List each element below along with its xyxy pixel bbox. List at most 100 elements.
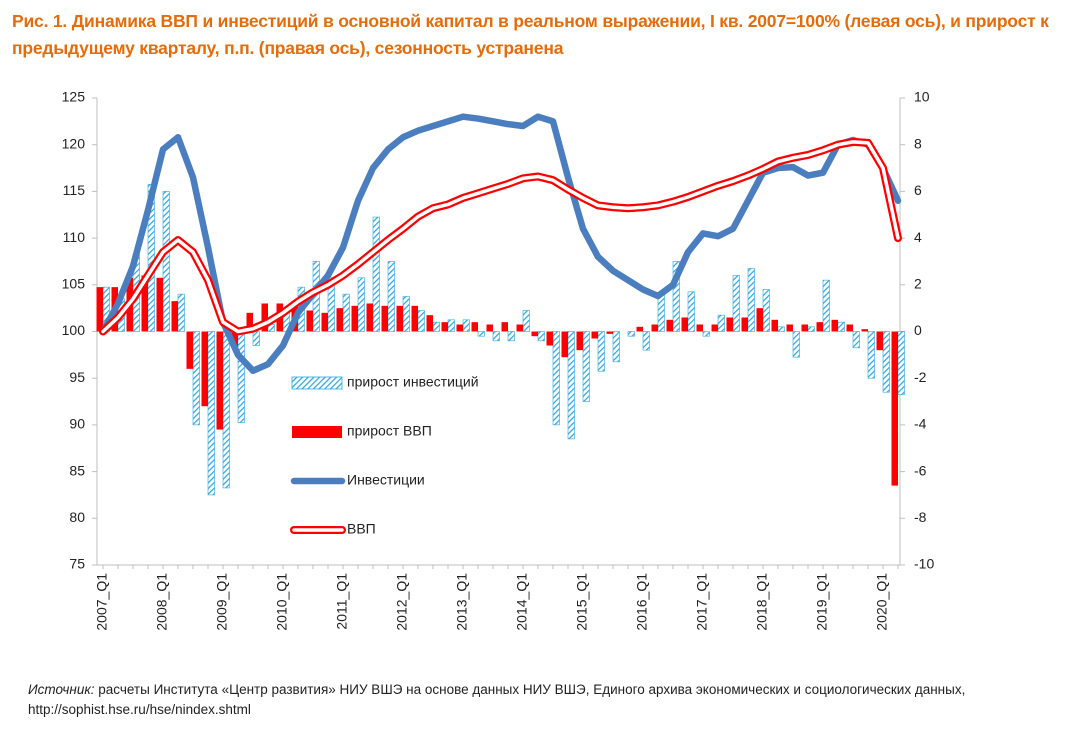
y2-tick-label: 8 bbox=[914, 135, 922, 151]
bar bbox=[771, 319, 778, 332]
x-tick-label: 2008_Q1 bbox=[154, 573, 170, 631]
bar bbox=[882, 331, 890, 393]
bar bbox=[561, 331, 568, 358]
x-tick-label: 2016_Q1 bbox=[634, 573, 650, 631]
bar bbox=[396, 305, 403, 332]
bar bbox=[732, 275, 740, 332]
bar bbox=[387, 261, 395, 332]
bar bbox=[351, 305, 358, 332]
y2-tick-label: 0 bbox=[914, 322, 922, 338]
bar bbox=[426, 315, 433, 332]
x-tick-label: 2013_Q1 bbox=[454, 573, 470, 631]
x-tick-label: 2007_Q1 bbox=[94, 573, 110, 631]
bar bbox=[657, 293, 665, 332]
bar bbox=[477, 331, 485, 337]
bar bbox=[786, 324, 793, 332]
bar bbox=[222, 331, 230, 489]
legend-label: Инвестиции bbox=[347, 472, 425, 488]
bar bbox=[456, 324, 463, 332]
bar bbox=[831, 319, 838, 332]
x-tick-label: 2014_Q1 bbox=[514, 573, 530, 631]
bar bbox=[336, 308, 343, 332]
y-tick-label: 125 bbox=[62, 89, 86, 105]
chart: 75 80 85 90 95 100 105 110 115 120 125 -10 -8 -6 -4 -2 0… bbox=[62, 89, 935, 631]
source-note: Источник: расчеты Института «Центр разви… bbox=[28, 680, 1028, 720]
bar bbox=[837, 321, 845, 332]
x-tick-label: 2020_Q1 bbox=[874, 573, 890, 631]
bar bbox=[597, 331, 605, 372]
bar bbox=[522, 310, 530, 332]
legend-label: ВВП bbox=[347, 521, 376, 537]
bar bbox=[366, 303, 373, 332]
bar bbox=[861, 329, 868, 332]
bar bbox=[507, 331, 515, 342]
bar bbox=[777, 326, 785, 332]
x-tick-label: 2018_Q1 bbox=[754, 573, 770, 631]
source-text: расчеты Института «Центр развития» НИУ В… bbox=[28, 682, 966, 717]
bar bbox=[726, 317, 733, 332]
bar bbox=[822, 279, 830, 332]
y-tick-label: 85 bbox=[69, 462, 85, 478]
bar bbox=[891, 331, 898, 486]
bar bbox=[576, 331, 583, 351]
x-tick-label: 2012_Q1 bbox=[394, 573, 410, 631]
bar bbox=[177, 293, 185, 332]
bar bbox=[321, 312, 328, 332]
bar bbox=[747, 268, 755, 332]
bar bbox=[186, 331, 193, 369]
bar bbox=[246, 312, 253, 332]
bar bbox=[141, 275, 148, 332]
legend-label: прирост инвестиций bbox=[347, 374, 479, 390]
bar bbox=[897, 331, 905, 395]
bar bbox=[552, 331, 560, 426]
bar bbox=[756, 308, 763, 332]
y-tick-label: 110 bbox=[63, 229, 86, 245]
y2-tick-label: 10 bbox=[914, 89, 930, 105]
x-tick-label: 2017_Q1 bbox=[694, 573, 710, 631]
bar bbox=[372, 216, 380, 332]
y-tick-label: 80 bbox=[69, 509, 85, 525]
bar bbox=[711, 324, 718, 332]
bar bbox=[447, 319, 455, 332]
y-tick-label: 120 bbox=[62, 135, 86, 151]
bar bbox=[702, 331, 710, 337]
bar bbox=[237, 331, 245, 423]
bar bbox=[156, 277, 163, 332]
bar bbox=[357, 277, 365, 332]
bar bbox=[261, 303, 268, 332]
legend-label: прирост ВВП bbox=[347, 423, 432, 439]
bar bbox=[216, 331, 223, 430]
y2-tick-label: 2 bbox=[914, 276, 922, 292]
y-tick-label: 95 bbox=[69, 369, 85, 385]
bar bbox=[606, 331, 613, 334]
bar bbox=[96, 287, 103, 332]
y2-tick-label: -2 bbox=[914, 369, 927, 385]
bar bbox=[696, 324, 703, 332]
x-tick-label: 2019_Q1 bbox=[814, 573, 830, 631]
y2-tick-label: -6 bbox=[914, 462, 927, 478]
bar bbox=[591, 331, 598, 339]
bar bbox=[492, 331, 500, 342]
bar bbox=[171, 301, 178, 332]
bar bbox=[582, 331, 590, 402]
bar bbox=[207, 331, 215, 496]
bar bbox=[201, 331, 208, 407]
bar bbox=[717, 314, 725, 332]
bar bbox=[192, 331, 200, 426]
bar bbox=[402, 296, 410, 332]
bar bbox=[486, 324, 493, 332]
bar bbox=[876, 331, 883, 351]
bar bbox=[792, 331, 800, 358]
bar bbox=[162, 191, 170, 332]
legend-swatch bbox=[292, 426, 342, 438]
x-tick-label: 2015_Q1 bbox=[574, 573, 590, 631]
legend-swatch bbox=[291, 376, 343, 390]
bar bbox=[417, 310, 425, 332]
bar bbox=[651, 324, 658, 332]
bar bbox=[411, 305, 418, 332]
y-tick-label: 75 bbox=[69, 556, 85, 572]
x-tick-label: 2010_Q1 bbox=[274, 573, 290, 631]
y2-tick-label: -10 bbox=[914, 556, 934, 572]
bar bbox=[801, 324, 808, 332]
bar bbox=[672, 261, 680, 332]
